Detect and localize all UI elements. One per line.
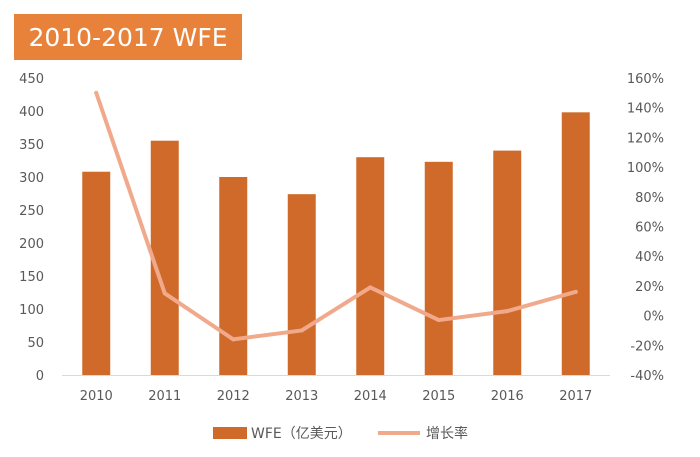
legend-label-line: 增长率 xyxy=(426,425,468,442)
y-right-tick-label: -20% xyxy=(630,339,664,354)
growth-point xyxy=(368,285,373,290)
legend-swatch-bar xyxy=(213,427,247,439)
y-right-tick-label: 40% xyxy=(635,250,664,265)
growth-line xyxy=(94,90,578,342)
growth-point xyxy=(436,318,441,323)
y-right-tick-label: 0% xyxy=(643,310,664,325)
bar xyxy=(150,140,179,375)
growth-point xyxy=(505,309,510,314)
growth-point xyxy=(162,291,167,296)
legend-label-bar: WFE（亿美元） xyxy=(251,426,352,442)
y-left-tick-label: 100 xyxy=(19,303,44,318)
bar xyxy=(493,150,522,375)
y-left-tick-label: 0 xyxy=(36,369,44,384)
y-right-tick-label: 100% xyxy=(627,161,664,176)
y-right-tick-label: 140% xyxy=(627,102,664,117)
bar xyxy=(356,157,385,375)
y-left-tick-label: 200 xyxy=(19,237,44,252)
y-left-tick-label: 300 xyxy=(19,171,44,186)
y-left-tick-label: 400 xyxy=(19,105,44,120)
growth-point xyxy=(94,90,99,95)
y-right-tick-label: 60% xyxy=(635,221,664,236)
bar xyxy=(424,161,453,375)
y-right-tick-label: 20% xyxy=(635,280,664,295)
bar xyxy=(219,177,248,375)
bar xyxy=(82,171,111,375)
y-right-tick-label: 80% xyxy=(635,191,664,206)
y-left-tick-label: 150 xyxy=(19,270,44,285)
growth-point xyxy=(231,337,236,342)
x-tick-label: 2015 xyxy=(422,389,455,404)
x-tick-label: 2010 xyxy=(80,389,113,404)
chart-title: 2010-2017 WFE xyxy=(14,14,242,60)
x-tick-label: 2012 xyxy=(217,389,250,404)
x-tick-label: 2016 xyxy=(491,389,524,404)
y-right-tick-label: -40% xyxy=(630,369,664,384)
growth-point xyxy=(573,289,578,294)
bar xyxy=(561,112,590,375)
growth-point xyxy=(299,328,304,333)
y-left-tick-label: 450 xyxy=(19,72,44,87)
y-left-tick-label: 250 xyxy=(19,204,44,219)
y-right-tick-label: 160% xyxy=(627,72,664,87)
bar xyxy=(287,194,316,375)
x-tick-label: 2017 xyxy=(559,389,592,404)
x-tick-label: 2013 xyxy=(285,389,318,404)
y-right-tick-label: 120% xyxy=(627,131,664,146)
y-left-tick-label: 50 xyxy=(27,336,44,351)
x-tick-label: 2011 xyxy=(148,389,181,404)
x-tick-label: 2014 xyxy=(354,389,387,404)
y-left-tick-label: 350 xyxy=(19,138,44,153)
